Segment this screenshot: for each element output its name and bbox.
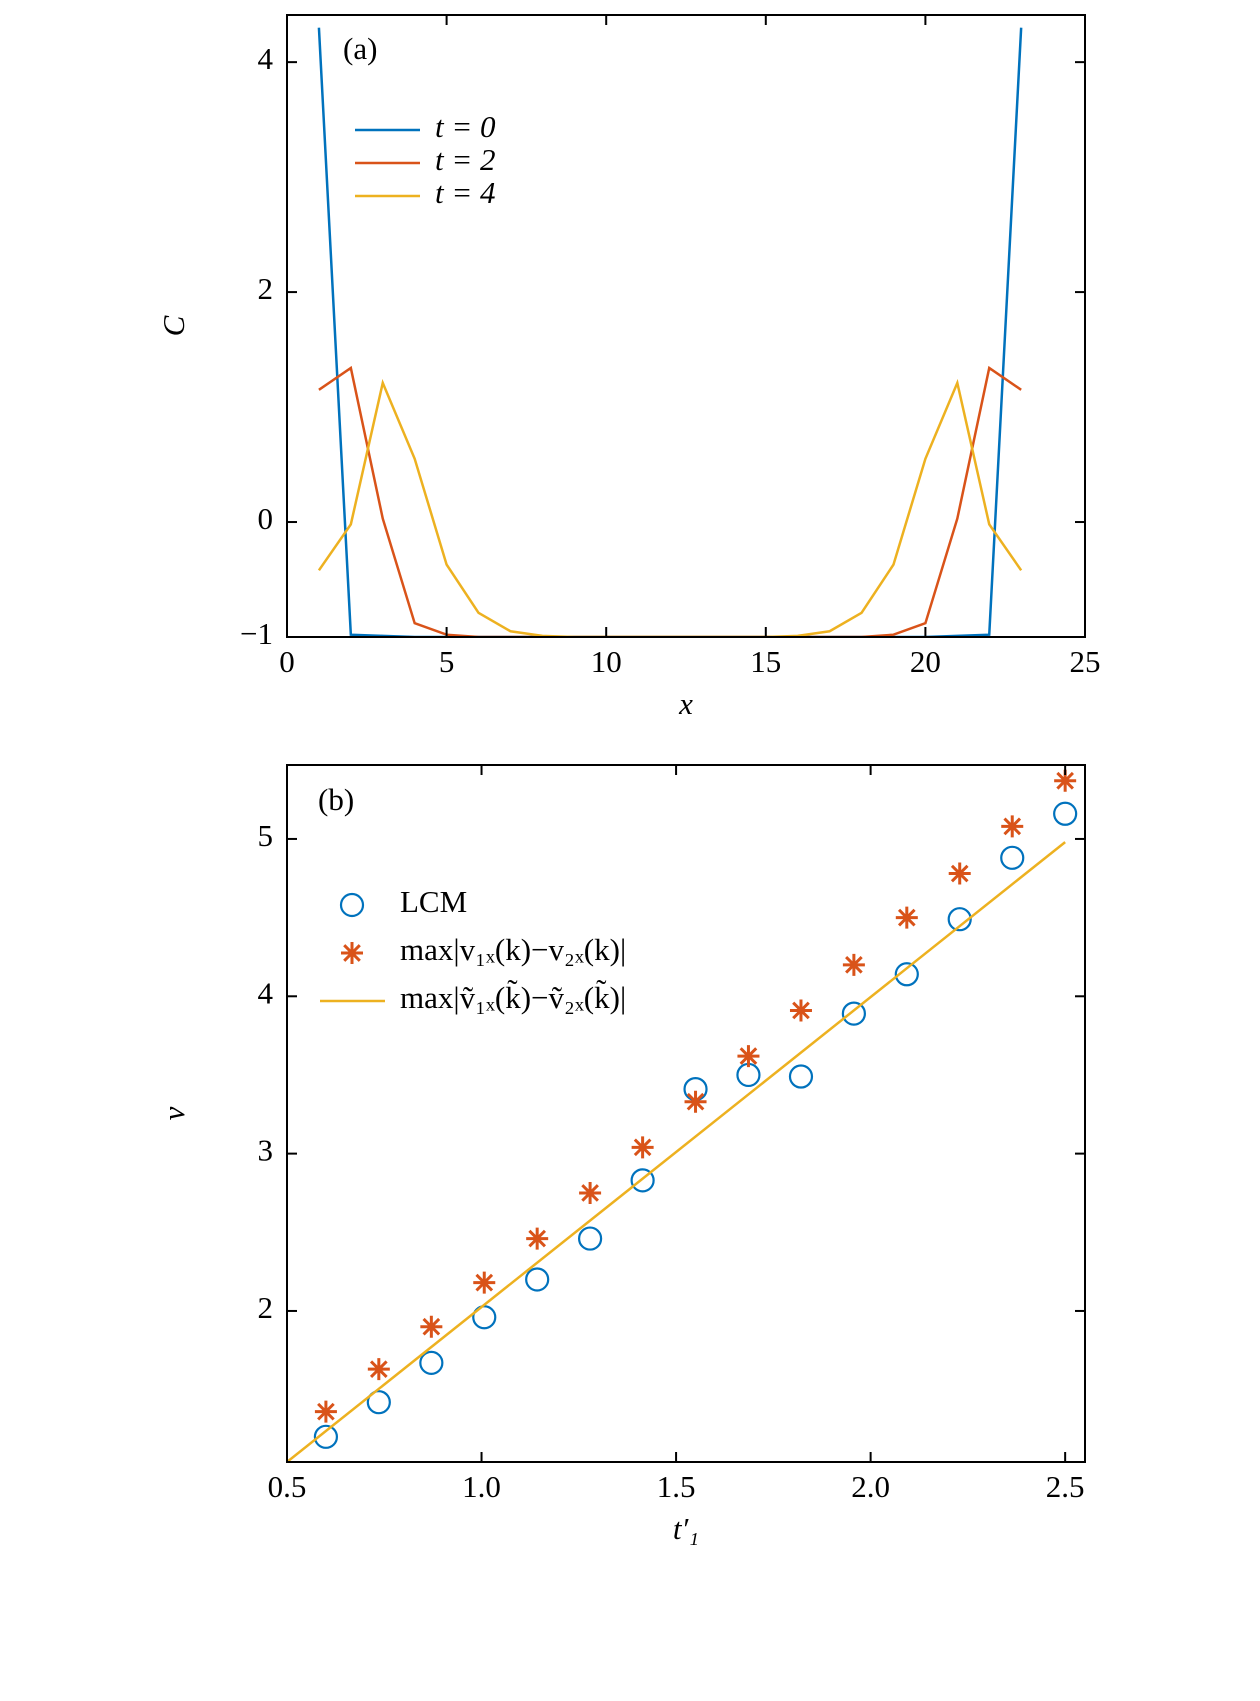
y-tick-label: 5 [258,818,274,853]
point [419,1350,444,1375]
x-tick-label: 10 [591,644,622,679]
point [737,1045,760,1068]
y-tick-label: 3 [258,1133,274,1168]
legend-label: t = 0 [435,109,496,144]
y-axis-label: v [156,1106,191,1120]
point [894,962,919,987]
legend-label: t = 4 [435,175,496,210]
point [1000,845,1025,870]
point [577,1226,603,1251]
legend-swatch [341,942,363,964]
point [947,907,972,932]
legend-label: max|v₁ₓ(k)−v₂ₓ(k)| [400,932,626,967]
y-tick-label: 2 [258,1290,274,1325]
point [526,1227,549,1250]
point [525,1267,550,1292]
point [789,999,812,1022]
x-axis-label: x [678,686,693,721]
point [842,953,865,976]
x-tick-label: 0.5 [268,1469,307,1504]
annotation: (a) [343,31,377,66]
point [1054,769,1077,792]
y-tick-label: 2 [258,271,274,306]
x-tick-label: 0 [279,644,295,679]
y-axis-label: C [156,315,191,336]
y-tick-label: 4 [258,975,274,1010]
series-line [317,27,1023,637]
point [420,1315,443,1338]
point [630,1168,655,1193]
x-tick-label: 1.5 [657,1469,696,1504]
annotation: (b) [318,782,354,817]
point [895,906,918,929]
x-tick-label: 25 [1070,644,1101,679]
axes-frame [286,14,1086,638]
point [579,1181,602,1204]
point [631,1136,654,1159]
series-line [318,365,1022,637]
fit-line [287,841,1066,1462]
y-tick-label: −1 [240,616,273,651]
y-tick-label: 0 [258,501,274,536]
x-tick-label: 1.0 [462,1469,501,1504]
point [788,1064,814,1089]
point [1001,815,1024,838]
x-tick-label: 2.5 [1046,1469,1085,1504]
plot-area [317,27,1023,637]
legend-swatch [339,892,365,918]
point [314,1400,337,1423]
axes-frame [286,764,1086,1463]
point [366,1390,391,1415]
y-tick-label: 4 [258,41,274,76]
point [473,1271,496,1294]
legend-label: LCM [400,884,467,919]
point [367,1358,390,1381]
x-tick-label: 20 [910,644,941,679]
x-axis-label: t′₁ [673,1511,699,1546]
point [1053,801,1078,826]
point [313,1424,339,1449]
point [736,1062,761,1088]
point [684,1090,707,1113]
point [841,1001,866,1026]
legend-label: t = 2 [435,142,496,177]
x-tick-label: 2.0 [851,1469,890,1504]
point [948,862,971,885]
legend-label: max|ṽ₁ₓ(k̃)−ṽ₂ₓ(k̃)| [400,980,626,1015]
plot-area [287,769,1078,1462]
series-line [317,378,1023,637]
x-tick-label: 15 [750,644,781,679]
x-tick-label: 5 [439,644,455,679]
